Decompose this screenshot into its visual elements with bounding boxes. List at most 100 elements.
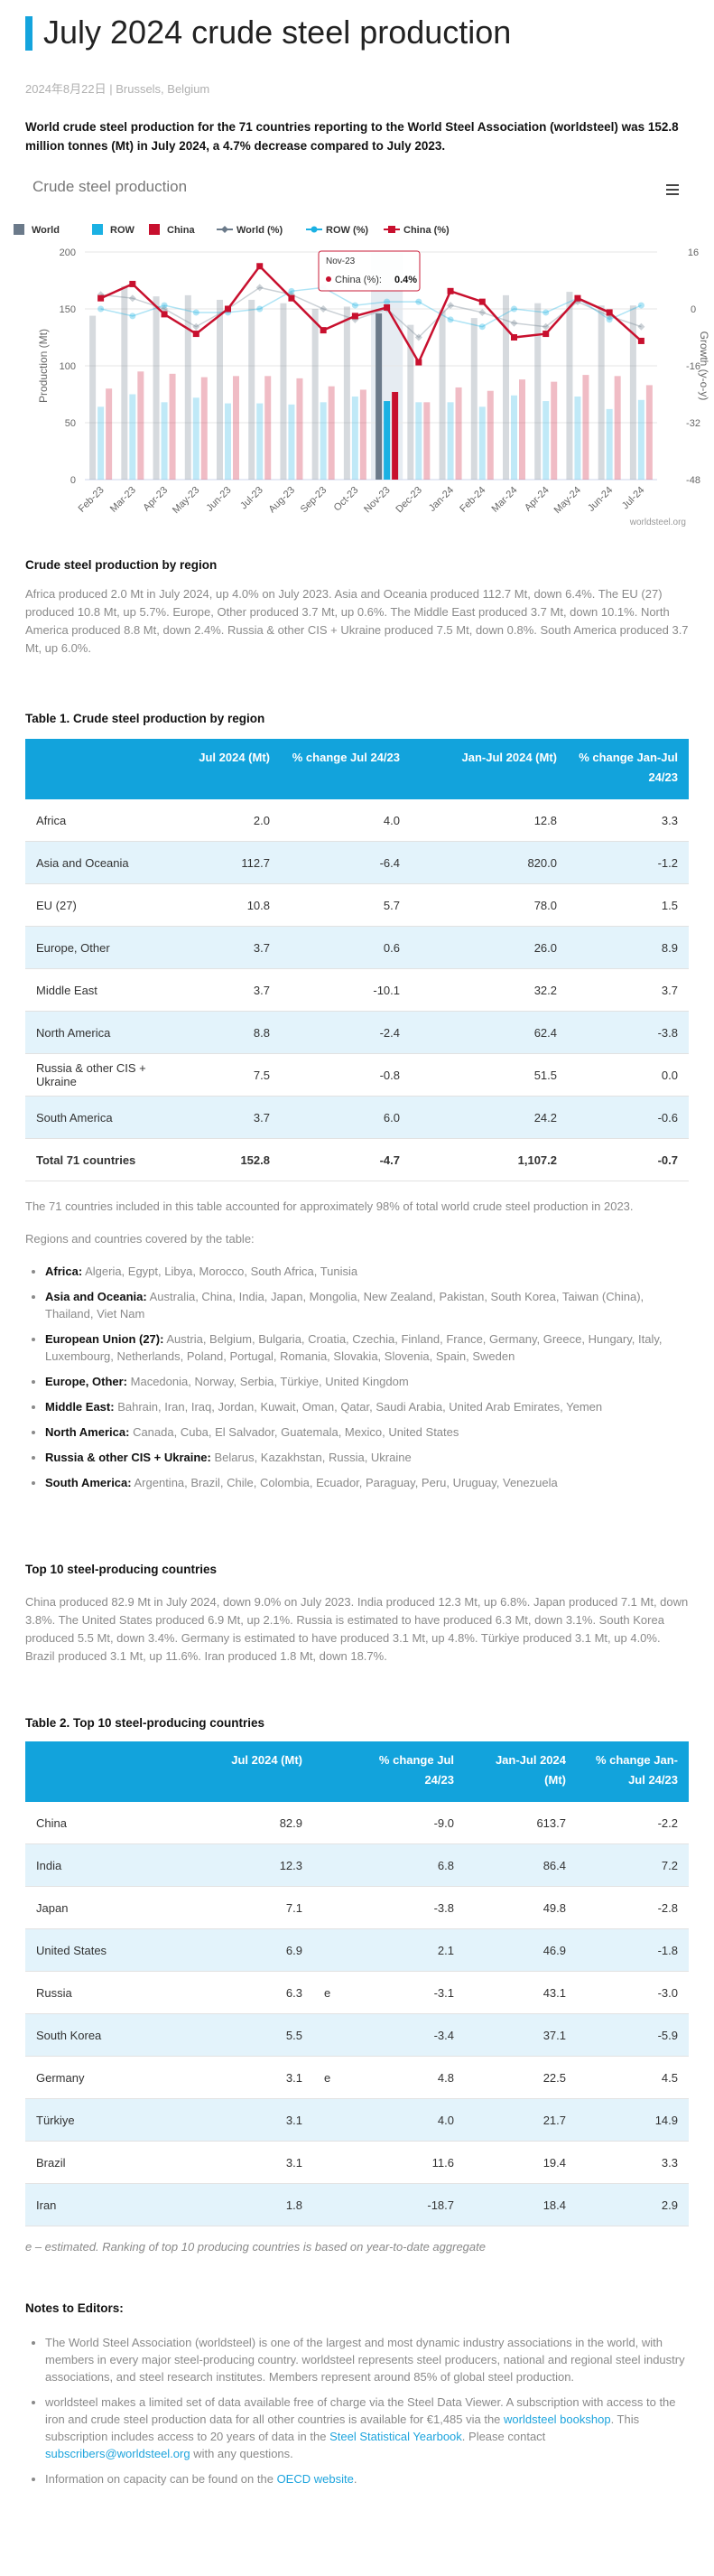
table-row: Asia and Oceania 112.7 -6.4 820.0 -1.2 [25,841,689,884]
note-text: . Please contact [461,2430,546,2443]
table-cell: 14.9 [577,2098,689,2142]
estimate-flag [313,2183,353,2226]
header-cell: Jul 2024 (Mt) [219,1741,313,1802]
table-cell: -2.4 [281,1011,411,1054]
lead: World crude steel production for the 71 … [25,120,679,153]
table-cell: 3.7 [160,926,281,969]
marker [192,309,199,316]
legend-swatch [221,226,228,233]
table-row: Africa 2.0 4.0 12.8 3.3 [25,799,689,842]
table-cell: 4.0 [353,2098,465,2142]
table-cell: 8.8 [160,1011,281,1054]
bar [511,395,517,480]
region-item: Africa: Algeria, Egypt, Libya, Morocco, … [45,1263,689,1280]
table-cell: 1.8 [219,2183,313,2226]
legend-label[interactable]: World [32,225,60,236]
y-axis-title: Production (Mt) [37,329,50,403]
table-row: EU (27) 10.8 5.7 78.0 1.5 [25,883,689,927]
legend-label[interactable]: China (%) [403,225,450,236]
region-countries: Algeria, Egypt, Libya, Morocco, South Af… [85,1265,358,1278]
marker [415,298,422,305]
region-name: Middle East: [45,1400,115,1414]
table-cell: 3.3 [577,2141,689,2184]
marker [161,311,168,318]
region-countries: Australia, China, India, Japan, Mongolia… [45,1290,644,1321]
notes-list: The World Steel Association (worldsteel)… [25,2334,689,2496]
table-cell: 22.5 [465,2056,577,2099]
note-item: The World Steel Association (worldsteel)… [45,2334,689,2385]
table-row: North America 8.8 -2.4 62.4 -3.8 [25,1011,689,1054]
header-cell: % change Jan-Jul 24/23 [568,739,689,799]
x-tick-label: Nov-23 [362,485,393,516]
link[interactable]: subscribers@worldsteel.org [45,2447,190,2460]
bar [614,376,621,480]
table-cell: -5.9 [577,2013,689,2057]
bar [637,399,644,480]
menu-icon[interactable] [666,184,679,195]
bar [129,394,136,480]
table-cell: 19.4 [465,2141,577,2184]
bar [519,379,525,480]
x-tick-label: Feb-24 [458,485,487,515]
table-cell: 32.2 [411,968,568,1012]
y2-tick-label: 0 [691,304,696,315]
region-item: Europe, Other: Macedonia, Norway, Serbia… [45,1373,689,1390]
estimate-flag [313,1843,353,1887]
bar [487,390,494,480]
legend-swatch [14,224,24,235]
table-cell: Africa [25,799,160,842]
x-tick-label: Feb-23 [77,485,107,515]
link[interactable]: OECD website [276,2472,354,2486]
marker [97,294,105,302]
table-cell: Asia and Oceania [25,841,160,884]
region-name: European Union (27): [45,1332,164,1346]
legend-label[interactable]: World (%) [236,225,283,236]
header-cell: % change Jul 24/23 [353,1741,465,1802]
table-cell: 5.5 [219,2013,313,2057]
y-tick-label: 100 [60,361,76,372]
bar [97,406,105,480]
bar [311,309,319,480]
marker [255,284,264,292]
region-item: North America: Canada, Cuba, El Salvador… [45,1423,689,1441]
chart: Crude steel production 0 50 100 150 200 16 0 -1… [14,178,710,527]
legend-label[interactable]: ROW (%) [326,225,368,236]
legend-label[interactable]: China [167,225,195,236]
section-heading: Top 10 steel-producing countries [25,1563,218,1576]
table-cell: -2.8 [577,1886,689,1929]
dateline: 2024年8月22日 | Brussels, Belgium [25,82,210,96]
x-tick-label: Jul-24 [620,485,647,512]
marker [129,313,136,320]
x-tick-label: Aug-23 [266,485,297,516]
table-cell: 613.7 [465,1802,577,1844]
marker [606,309,613,316]
x-tick-label: May-23 [171,485,201,516]
y2-tick-label: 16 [688,247,699,258]
region-item: Middle East: Bahrain, Iran, Iraq, Jordan… [45,1398,689,1415]
bar [415,402,422,480]
bar [328,386,335,480]
table-cell: -3.8 [353,1886,465,1929]
link[interactable]: worldsteel bookshop [504,2413,611,2426]
marker [574,294,581,302]
marker [161,302,168,309]
bar [296,378,303,480]
legend-label[interactable]: ROW [110,225,135,236]
link[interactable]: Steel Statistical Yearbook [329,2430,462,2443]
region-countries: Belarus, Kazakhstan, Russia, Ukraine [214,1451,412,1464]
table-cell: -3.8 [568,1011,689,1054]
table-cell: 3.1 [219,2098,313,2142]
bar [606,408,613,480]
table-cell: 62.4 [411,1011,568,1054]
table-cell: 3.1 [219,2141,313,2184]
table-cell: 21.7 [465,2098,577,2142]
credit: worldsteel.org [629,518,686,527]
marker [192,331,199,338]
table-cell: Middle East [25,968,160,1012]
legend-swatch [92,224,103,235]
table-cell: 6.3 [219,1971,313,2014]
region-item: South America: Argentina, Brazil, Chile,… [45,1474,689,1491]
marker [288,294,295,302]
table-cell: 3.7 [160,1096,281,1139]
bar [542,401,550,480]
